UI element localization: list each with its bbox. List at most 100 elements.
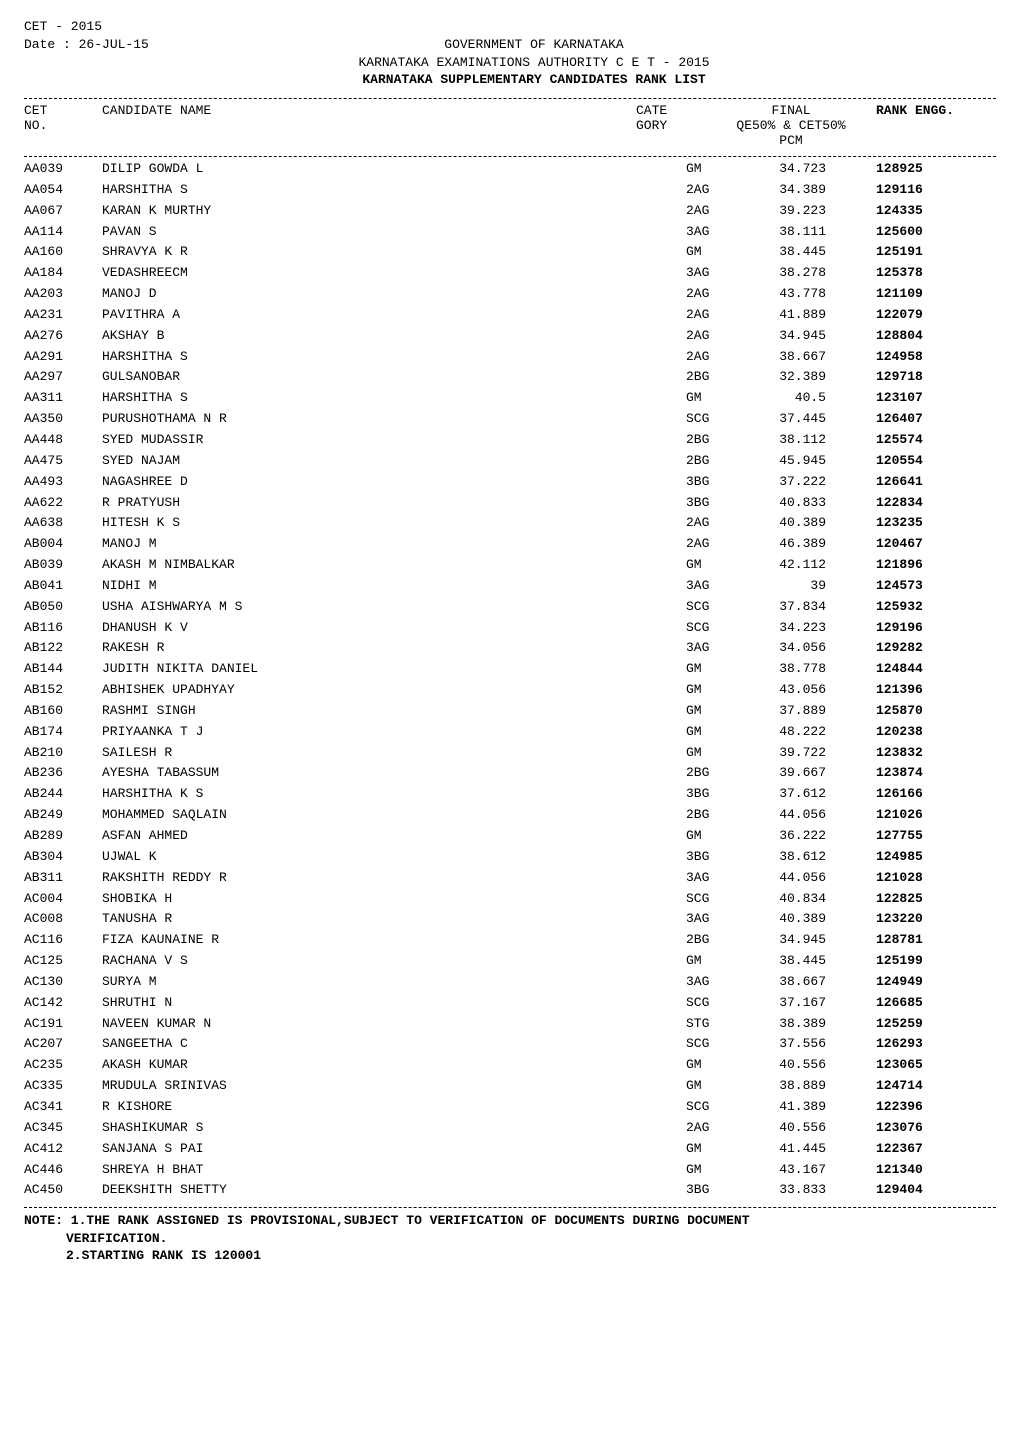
cell-cet-no: AC450 [24,1181,102,1200]
cell-rank: 122079 [876,306,996,325]
table-row: AA114PAVAN S3AG38.111125600 [24,222,996,243]
cell-score: 39.722 [756,744,876,763]
cell-rank: 129718 [876,368,996,387]
cell-rank: 120467 [876,535,996,554]
cell-candidate-name: DILIP GOWDA L [102,160,686,179]
cell-category: 2BG [686,368,756,387]
cell-score: 37.222 [756,473,876,492]
cell-rank: 124335 [876,202,996,221]
cell-category: 2AG [686,285,756,304]
cell-cet-no: AA622 [24,494,102,513]
cell-rank: 129404 [876,1181,996,1200]
cell-candidate-name: AKSHAY B [102,327,686,346]
col-category-l2: GORY [636,118,706,133]
cell-rank: 122834 [876,494,996,513]
cell-cet-no: AB174 [24,723,102,742]
cell-score: 39.667 [756,764,876,783]
cell-candidate-name: ASFAN AHMED [102,827,686,846]
cell-cet-no: AB004 [24,535,102,554]
table-row: AA291HARSHITHA S2AG38.667124958 [24,347,996,368]
cell-category: 3AG [686,910,756,929]
cell-score: 38.667 [756,348,876,367]
cell-score: 37.612 [756,785,876,804]
cell-score: 40.389 [756,514,876,533]
cell-rank: 123235 [876,514,996,533]
footer-line2: VERIFICATION. [66,1230,996,1248]
cell-category: GM [686,243,756,262]
cell-score: 46.389 [756,535,876,554]
cell-rank: 123832 [876,744,996,763]
cell-rank: 125932 [876,598,996,617]
cell-cet-no: AA054 [24,181,102,200]
cell-candidate-name: SHOBIKA H [102,890,686,909]
table-row: AC335MRUDULA SRINIVASGM38.889124714 [24,1076,996,1097]
table-row: AC446SHREYA H BHATGM43.167121340 [24,1160,996,1181]
cell-candidate-name: RASHMI SINGH [102,702,686,721]
cell-cet-no: AA638 [24,514,102,533]
cell-category: GM [686,1161,756,1180]
cell-rank: 129116 [876,181,996,200]
table-row: AA622R PRATYUSH3BG40.833122834 [24,493,996,514]
cell-score: 34.945 [756,931,876,950]
cell-candidate-name: SAILESH R [102,744,686,763]
cell-candidate-name: SYED NAJAM [102,452,686,471]
table-row: AA311HARSHITHA SGM40.5123107 [24,388,996,409]
cell-candidate-name: SYED MUDASSIR [102,431,686,450]
cell-cet-no: AB122 [24,639,102,658]
cell-score: 38.612 [756,848,876,867]
cell-cet-no: AB210 [24,744,102,763]
cell-cet-no: AA067 [24,202,102,221]
col-cet-no-l2: NO. [24,118,102,133]
cell-category: 3AG [686,639,756,658]
cell-candidate-name: JUDITH NIKITA DANIEL [102,660,686,679]
cell-rank: 124573 [876,577,996,596]
table-row: AB041NIDHI M3AG39124573 [24,576,996,597]
cell-category: 2BG [686,431,756,450]
table-row: AA638HITESH K S2AG40.389123235 [24,513,996,534]
table-row: AB050USHA AISHWARYA M SSCG37.834125932 [24,597,996,618]
cell-candidate-name: MANOJ M [102,535,686,554]
table-row: AA350PURUSHOTHAMA N RSCG37.445126407 [24,409,996,430]
divider [24,98,996,99]
cell-candidate-name: TANUSHA R [102,910,686,929]
table-row: AA067KARAN K MURTHY2AG39.223124335 [24,201,996,222]
cell-cet-no: AA276 [24,327,102,346]
table-row: AC116FIZA KAUNAINE R2BG34.945128781 [24,930,996,951]
cell-cet-no: AC345 [24,1119,102,1138]
cell-candidate-name: NAGASHREE D [102,473,686,492]
cell-cet-no: AB041 [24,577,102,596]
cell-rank: 125378 [876,264,996,283]
cell-rank: 125191 [876,243,996,262]
cell-category: 2BG [686,806,756,825]
cell-cet-no: AB311 [24,869,102,888]
col-final: FINAL QE50% & CET50% PCM [706,103,876,148]
table-row: AB116DHANUSH K VSCG34.223129196 [24,618,996,639]
cell-cet-no: AC130 [24,973,102,992]
col-final-l3: PCM [706,133,876,148]
cell-candidate-name: RACHANA V S [102,952,686,971]
cell-score: 34.056 [756,639,876,658]
table-row: AB152ABHISHEK UPADHYAYGM43.056121396 [24,680,996,701]
cell-category: 3AG [686,223,756,242]
cell-category: 3AG [686,577,756,596]
cell-candidate-name: RAKSHITH REDDY R [102,869,686,888]
table-row: AC450DEEKSHITH SHETTY3BG33.833129404 [24,1180,996,1201]
cell-rank: 121896 [876,556,996,575]
cell-rank: 129196 [876,619,996,638]
cell-score: 36.222 [756,827,876,846]
table-row: AC004SHOBIKA HSCG40.834122825 [24,889,996,910]
cell-candidate-name: HARSHITHA S [102,181,686,200]
cell-candidate-name: SURYA M [102,973,686,992]
cell-category: 2BG [686,764,756,783]
cell-score: 37.889 [756,702,876,721]
cell-rank: 123076 [876,1119,996,1138]
cell-category: GM [686,952,756,971]
cell-category: 2AG [686,1119,756,1138]
cell-candidate-name: KARAN K MURTHY [102,202,686,221]
cell-rank: 126685 [876,994,996,1013]
cell-cet-no: AB289 [24,827,102,846]
cell-rank: 121028 [876,869,996,888]
cell-rank: 122396 [876,1098,996,1117]
table-row: AA203MANOJ D2AG43.778121109 [24,284,996,305]
cell-rank: 126293 [876,1035,996,1054]
